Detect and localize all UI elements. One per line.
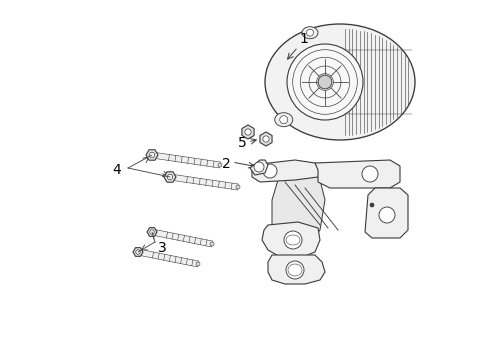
Polygon shape bbox=[271, 165, 325, 245]
Polygon shape bbox=[262, 222, 319, 258]
Polygon shape bbox=[137, 249, 198, 267]
Circle shape bbox=[318, 75, 331, 89]
Circle shape bbox=[361, 166, 377, 182]
Ellipse shape bbox=[264, 24, 414, 140]
Polygon shape bbox=[147, 228, 157, 236]
Text: 5: 5 bbox=[238, 136, 246, 150]
Circle shape bbox=[306, 29, 313, 36]
Polygon shape bbox=[151, 229, 212, 247]
Circle shape bbox=[369, 203, 373, 207]
Circle shape bbox=[218, 163, 222, 167]
Polygon shape bbox=[133, 248, 142, 256]
Circle shape bbox=[209, 242, 214, 246]
Circle shape bbox=[286, 44, 362, 120]
Polygon shape bbox=[260, 132, 271, 146]
Polygon shape bbox=[364, 188, 407, 238]
Circle shape bbox=[149, 152, 154, 158]
Text: 3: 3 bbox=[158, 241, 166, 255]
Polygon shape bbox=[169, 174, 238, 190]
Polygon shape bbox=[251, 160, 319, 182]
Text: 4: 4 bbox=[112, 163, 121, 177]
Circle shape bbox=[263, 164, 276, 178]
Circle shape bbox=[378, 207, 394, 223]
Circle shape bbox=[136, 250, 140, 254]
Circle shape bbox=[263, 136, 268, 142]
Ellipse shape bbox=[302, 27, 317, 39]
Circle shape bbox=[244, 129, 251, 135]
Ellipse shape bbox=[274, 113, 292, 127]
Circle shape bbox=[196, 262, 200, 266]
Text: 1: 1 bbox=[298, 32, 307, 46]
Text: 2: 2 bbox=[222, 157, 230, 171]
Circle shape bbox=[236, 185, 240, 189]
Polygon shape bbox=[163, 172, 176, 182]
Circle shape bbox=[285, 261, 304, 279]
Polygon shape bbox=[151, 152, 220, 168]
Circle shape bbox=[149, 230, 154, 234]
Polygon shape bbox=[146, 150, 158, 160]
Circle shape bbox=[167, 174, 172, 180]
Polygon shape bbox=[267, 255, 325, 284]
Polygon shape bbox=[242, 125, 254, 139]
Circle shape bbox=[253, 162, 264, 172]
Circle shape bbox=[284, 231, 302, 249]
Polygon shape bbox=[249, 160, 267, 175]
Circle shape bbox=[279, 116, 287, 124]
Polygon shape bbox=[314, 160, 399, 188]
